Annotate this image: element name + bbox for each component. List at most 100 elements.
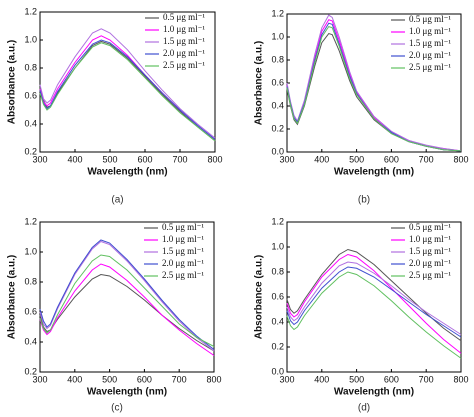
x-tick-label: 600: [384, 154, 399, 164]
series-line: [286, 271, 462, 359]
x-tick-label: 400: [314, 154, 329, 164]
x-tick-label: 600: [137, 374, 152, 384]
x-tick-label: 300: [32, 154, 47, 164]
y-tick-label: 0.2: [271, 341, 284, 351]
y-tick-label: 1.0: [271, 241, 284, 251]
x-tick-label: 800: [206, 374, 221, 384]
y-tick-label: 0.8: [271, 266, 284, 276]
x-axis-label: Wavelength (nm): [334, 167, 414, 178]
legend-label: 0.5 μg ml⁻¹: [409, 222, 451, 232]
y-tick-label: 0.6: [271, 77, 284, 87]
y-tick-label: 1.0: [24, 34, 37, 44]
legend-label: 1.5 μg ml⁻¹: [162, 246, 204, 256]
plot-frame: [39, 11, 216, 153]
legend-label: 2.5 μg ml⁻¹: [409, 270, 451, 280]
series-line: [286, 26, 462, 152]
series-line: [39, 40, 216, 142]
series-line: [39, 239, 215, 350]
y-tick-label: 1.0: [271, 31, 284, 41]
legend-label: 2.5 μg ml⁻¹: [163, 60, 205, 70]
y-tick-label: 1.2: [271, 216, 284, 226]
caption: (b): [358, 195, 370, 206]
x-tick-label: 700: [419, 154, 434, 164]
legend-label: 2.0 μg ml⁻¹: [163, 48, 205, 58]
series-line: [39, 254, 215, 347]
caption: (d): [358, 403, 370, 414]
y-axis-label: Absorbance (a.u.): [254, 255, 265, 339]
x-tick-label: 300: [32, 374, 47, 384]
x-tick-label: 500: [349, 154, 364, 164]
x-tick-label: 500: [102, 374, 117, 384]
x-axis-label: Wavelength (nm): [87, 387, 167, 398]
y-axis-label: Absorbance (a.u.): [7, 40, 18, 124]
x-tick-label: 500: [102, 154, 117, 164]
legend-label: 1.0 μg ml⁻¹: [409, 234, 451, 244]
y-tick-label: 0.2: [271, 123, 284, 133]
legend-label: 0.5 μg ml⁻¹: [162, 222, 204, 232]
y-axis-label: Absorbance (a.u.): [254, 41, 265, 125]
x-tick-label: 500: [349, 374, 364, 384]
y-tick-label: 0.8: [271, 54, 284, 64]
series-line: [286, 14, 462, 152]
series-line: [39, 39, 216, 140]
legend-label: 0.5 μg ml⁻¹: [163, 12, 205, 22]
x-tick-label: 600: [137, 154, 152, 164]
legend-label: 0.5 μg ml⁻¹: [409, 14, 451, 24]
x-tick-label: 400: [67, 154, 82, 164]
y-tick-label: 0.0: [271, 366, 284, 376]
legend-label: 1.5 μg ml⁻¹: [409, 246, 451, 256]
x-tick-label: 300: [279, 154, 294, 164]
y-tick-label: 0.4: [271, 100, 284, 110]
legend-label: 1.0 μg ml⁻¹: [409, 26, 451, 36]
x-tick-label: 700: [172, 374, 187, 384]
series-line: [286, 261, 462, 335]
y-tick-label: 0.6: [24, 306, 37, 316]
series-line: [39, 273, 215, 352]
x-tick-label: 800: [453, 154, 468, 164]
series-line: [39, 28, 216, 139]
legend-label: 1.5 μg ml⁻¹: [409, 38, 451, 48]
y-tick-label: 0.8: [24, 276, 37, 286]
series-line: [286, 253, 462, 354]
y-tick-label: 0.2: [24, 146, 37, 156]
legend-label: 2.0 μg ml⁻¹: [409, 258, 451, 268]
y-tick-label: 0.4: [24, 336, 37, 346]
y-tick-label: 1.2: [24, 216, 37, 226]
legend-label: 2.5 μg ml⁻¹: [409, 62, 451, 72]
x-tick-label: 600: [384, 374, 399, 384]
y-tick-label: 0.4: [24, 118, 37, 128]
caption: (c): [111, 403, 123, 414]
y-tick-label: 1.2: [271, 8, 284, 18]
plot-frame: [286, 221, 462, 373]
caption: (a): [111, 195, 123, 206]
y-tick-label: 1.0: [24, 246, 37, 256]
x-tick-label: 800: [453, 374, 468, 384]
series-line: [39, 240, 215, 352]
x-tick-label: 300: [279, 374, 294, 384]
x-tick-label: 700: [419, 374, 434, 384]
x-axis-label: Wavelength (nm): [87, 167, 167, 178]
legend-label: 2.0 μg ml⁻¹: [162, 258, 204, 268]
legend-label: 1.5 μg ml⁻¹: [163, 36, 205, 46]
x-tick-label: 700: [172, 154, 187, 164]
x-tick-label: 400: [67, 374, 82, 384]
y-tick-label: 0.4: [271, 316, 284, 326]
y-axis-label: Absorbance (a.u.): [7, 255, 18, 339]
y-tick-label: 0.6: [271, 291, 284, 301]
series-line: [39, 263, 215, 356]
y-tick-label: 0.6: [24, 90, 37, 100]
x-axis-label: Wavelength (nm): [334, 387, 414, 398]
y-tick-label: 0.8: [24, 62, 37, 72]
y-tick-label: 0.0: [271, 146, 284, 156]
y-tick-label: 0.2: [24, 366, 37, 376]
series-line: [39, 42, 216, 142]
series-line: [286, 266, 462, 338]
legend-label: 1.0 μg ml⁻¹: [163, 24, 205, 34]
x-tick-label: 800: [207, 154, 222, 164]
plot-frame: [39, 221, 215, 373]
y-tick-label: 1.2: [24, 6, 37, 16]
legend-label: 2.5 μg ml⁻¹: [162, 270, 204, 280]
legend-label: 2.0 μg ml⁻¹: [409, 50, 451, 60]
x-tick-label: 400: [314, 374, 329, 384]
